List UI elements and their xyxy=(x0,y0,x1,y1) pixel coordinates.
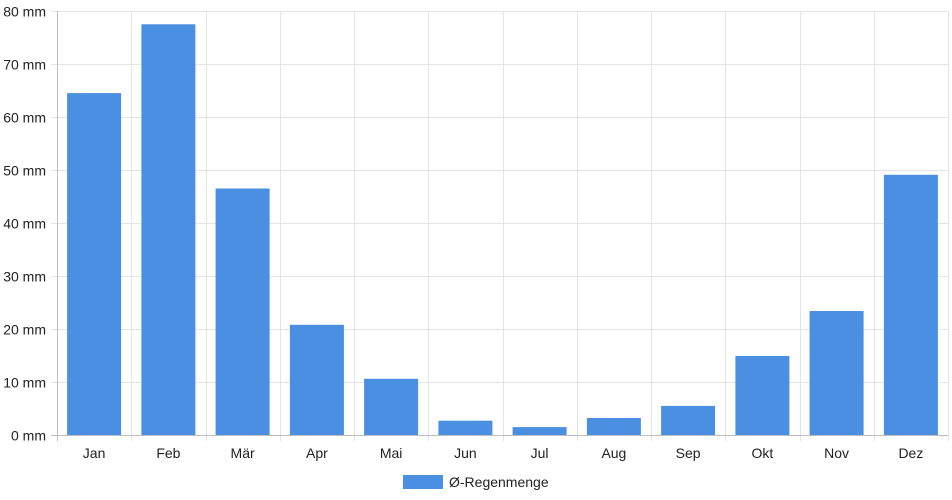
x-tick-label: Nov xyxy=(824,445,849,461)
gridlines xyxy=(51,11,949,441)
bar-apr xyxy=(289,324,344,435)
bars xyxy=(67,24,938,436)
bar-aug xyxy=(586,418,641,435)
bar-mai xyxy=(364,378,419,435)
y-tick-label: 80 mm xyxy=(3,4,46,20)
x-tick-label: Dez xyxy=(898,445,923,461)
x-axis-ticks: Jan Feb Mär Apr Mai Jun Jul Aug Sep Okt Nov Dez xyxy=(83,445,924,461)
x-tick-label: Sep xyxy=(676,445,701,461)
bar-jul xyxy=(512,427,567,435)
legend[interactable]: Ø-Regenmenge xyxy=(403,474,549,490)
y-tick-label: 0 mm xyxy=(11,428,46,444)
y-axis-ticks: 0 mm 10 mm 20 mm 30 mm 40 mm 50 mm 60 mm 70 mm 8… xyxy=(3,4,46,444)
y-tick-label: 70 mm xyxy=(3,57,46,73)
bar-nov xyxy=(809,311,864,435)
y-tick-label: 60 mm xyxy=(3,110,46,126)
bar-jun xyxy=(438,420,493,435)
x-tick-label: Okt xyxy=(752,445,774,461)
x-tick-label: Mär xyxy=(231,445,255,461)
x-tick-label: Jun xyxy=(454,445,477,461)
bar-mär xyxy=(215,188,270,435)
x-tick-label: Feb xyxy=(156,445,180,461)
bar-jan xyxy=(67,93,122,435)
bar-feb xyxy=(141,24,196,436)
y-tick-label: 40 mm xyxy=(3,216,46,232)
y-tick-label: 20 mm xyxy=(3,322,46,338)
x-tick-label: Apr xyxy=(306,445,328,461)
y-tick-label: 50 mm xyxy=(3,163,46,179)
y-tick-label: 30 mm xyxy=(3,269,46,285)
x-tick-label: Aug xyxy=(601,445,626,461)
x-tick-label: Jan xyxy=(83,445,106,461)
bar-sep xyxy=(661,405,716,435)
x-tick-label: Jul xyxy=(531,445,549,461)
legend-swatch xyxy=(403,475,443,489)
bar-dez xyxy=(883,174,938,436)
x-tick-label: Mai xyxy=(380,445,403,461)
y-tick-label: 10 mm xyxy=(3,375,46,391)
bar-okt xyxy=(735,356,790,435)
legend-label: Ø-Regenmenge xyxy=(449,474,549,490)
